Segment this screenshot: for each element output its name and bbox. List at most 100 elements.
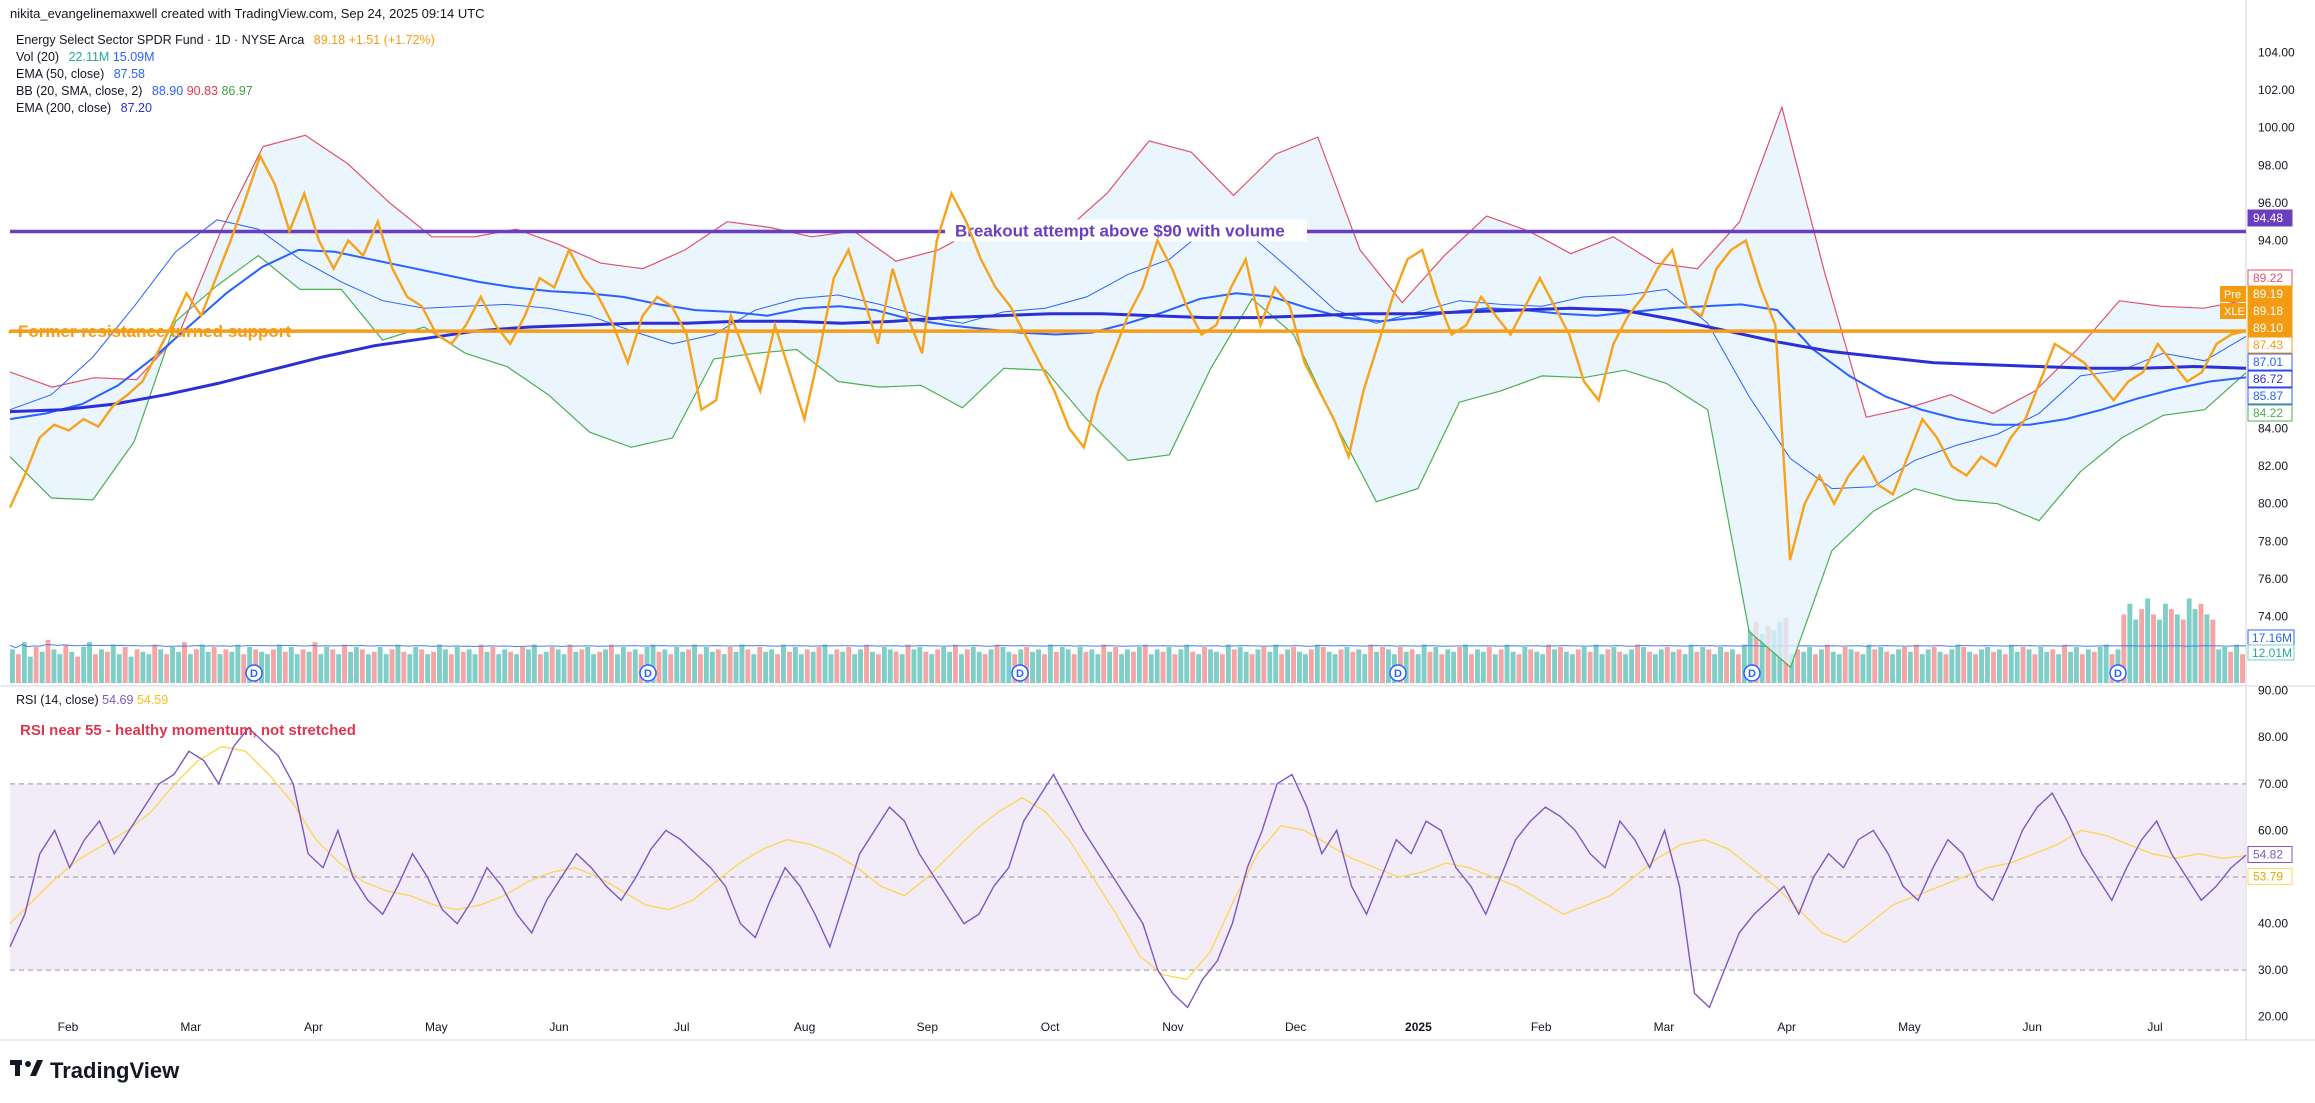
rsi-legend[interactable]: RSI (14, close) 54.69 54.59 (16, 693, 168, 707)
volume-bar (1884, 651, 1890, 683)
volume-bar (1700, 647, 1706, 683)
volume-bar (1896, 649, 1901, 683)
price-axis-label: 87.01 (2253, 355, 2283, 369)
volume-bar (739, 644, 745, 683)
volume-bar (881, 647, 887, 683)
volume-bar (182, 642, 187, 683)
volume-bar (1807, 647, 1812, 683)
volume-bar (134, 649, 140, 683)
volume-bar (1854, 651, 1860, 683)
volume-bar (887, 649, 893, 683)
volume-bar (15, 654, 21, 683)
price-axis-label: 89.22 (2253, 271, 2283, 285)
volume-bar (2198, 603, 2204, 683)
volume-bar (395, 644, 401, 683)
volume-bar (781, 644, 786, 683)
volume-bar (745, 649, 751, 683)
price-axis-label: 86.72 (2253, 372, 2283, 386)
volume-bar (1522, 647, 1528, 683)
volume-bar (128, 656, 134, 683)
volume-bar (2044, 651, 2050, 683)
volume-bar (615, 654, 620, 683)
volume-bar (1605, 649, 1611, 683)
legend-ema200-row[interactable]: EMA (200, close) 87.20 (16, 100, 435, 117)
volume-bar (1492, 654, 1498, 683)
volume-bar (288, 647, 294, 683)
volume-bar (122, 647, 128, 683)
volume-bar (110, 644, 116, 683)
volume-bar (526, 649, 531, 683)
volume-bar (1178, 649, 1184, 683)
volume-bar (57, 654, 63, 683)
volume-bar (1344, 647, 1350, 683)
volume-bar (1083, 651, 1089, 683)
volume-bar (1219, 654, 1225, 683)
bb-lower-line (9, 254, 2247, 669)
volume-bar (336, 654, 342, 683)
volume-bar (2074, 647, 2079, 683)
volume-bar (1463, 644, 1468, 683)
volume-bar (1558, 647, 1563, 683)
volume-bar (1231, 649, 1237, 683)
price-axis-label: 84.22 (2253, 406, 2283, 420)
volume-bar (39, 651, 45, 683)
legend-bb-row[interactable]: BB (20, SMA, close, 2) 88.90 90.83 86.97 (16, 83, 435, 100)
volume-bar (2151, 614, 2156, 683)
volume-bar (1480, 651, 1486, 683)
volume-bar (1552, 649, 1557, 683)
volume-bar (917, 647, 923, 683)
volume-bar (33, 647, 39, 683)
volume-bar (2163, 603, 2168, 683)
volume-bar (1042, 654, 1047, 683)
volume-bar (1623, 654, 1629, 683)
time-axis-tick: Aug (794, 1020, 815, 1034)
volume-bar (1943, 654, 1949, 683)
rsi-value-1: 54.69 (102, 693, 134, 707)
volume-bar (229, 651, 235, 683)
volume-bar (2026, 649, 2032, 683)
volume-bar (2103, 644, 2109, 683)
rsi-axis-tick: 90.00 (2258, 684, 2288, 698)
rsi-value-2: 54.59 (136, 693, 169, 707)
rsi-ma-axis-label-bg (2247, 867, 2293, 885)
volume-bar (2240, 654, 2245, 683)
legend-ema50-row[interactable]: EMA (50, close) 87.58 (16, 66, 435, 83)
volume-bar (609, 644, 614, 683)
legend-symbol-row[interactable]: Energy Select Sector SPDR Fund · 1D · NY… (16, 32, 435, 49)
time-axis-tick: Mar (180, 1020, 201, 1034)
volume-bar (1996, 649, 2002, 683)
indicator-legend: Energy Select Sector SPDR Fund · 1D · NY… (16, 32, 435, 117)
volume-bar (1510, 651, 1516, 683)
volume-bar (1475, 649, 1480, 683)
volume-bar (1848, 649, 1854, 683)
volume-bar (1931, 647, 1937, 683)
tradingview-logo[interactable]: TradingView (10, 1058, 179, 1084)
rsi-axis-tick: 80.00 (2258, 730, 2288, 744)
legend-volume-row[interactable]: Vol (20) 22.11M 15.09M (16, 49, 435, 66)
volume-bar (193, 649, 199, 683)
volume-bar (1036, 649, 1041, 683)
time-axis-tick: Apr (304, 1020, 323, 1034)
volume-bar (828, 654, 834, 683)
volume-bar (348, 651, 353, 683)
volume-bar (1362, 654, 1368, 683)
volume-bar (1747, 630, 1753, 683)
volume-bar (454, 647, 460, 683)
volume-bar (1142, 644, 1148, 683)
volume-bar (187, 654, 193, 683)
volume-bar (2133, 619, 2139, 683)
volume-bar (354, 647, 359, 683)
volume-bar (626, 651, 632, 683)
volume-bar (10, 649, 15, 683)
volume-bar (1208, 649, 1213, 683)
volume-bar (170, 647, 175, 683)
volume-bar (751, 654, 757, 683)
volume-bar (1907, 651, 1913, 683)
volume-bar (152, 644, 158, 683)
volume-bar (87, 642, 92, 683)
volume-bar (1925, 649, 1931, 683)
price-axis-label-bg (2247, 209, 2293, 227)
volume-bar (223, 649, 229, 683)
volume-bar (2228, 651, 2234, 683)
